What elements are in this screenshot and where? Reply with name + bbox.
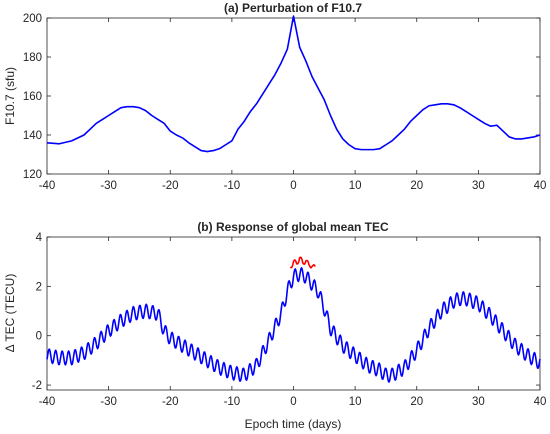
series-line (46, 15, 541, 153)
panel-b: (b) Response of global mean TEC -40 -30 -2… (3, 220, 546, 431)
x-tick-label: 10 (349, 396, 362, 408)
series-line (289, 256, 316, 269)
x-tick-label: 0 (290, 396, 296, 408)
y-tick-label: 120 (23, 169, 42, 181)
series-line (46, 267, 541, 383)
x-tick-label: 0 (290, 180, 296, 192)
x-tick-label: -30 (100, 180, 117, 192)
x-tick-label: 30 (472, 180, 485, 192)
series-group-b (46, 256, 541, 383)
x-tick-label: -10 (224, 180, 241, 192)
x-tick-label: -10 (224, 396, 241, 408)
axes-frame-a (46, 17, 541, 175)
x-tick-label: 10 (349, 180, 362, 192)
x-tick-labels-a: -40 -30 -20 -10 0 10 20 30 40 (39, 18, 547, 192)
x-tick-label: -20 (162, 396, 179, 408)
series-group-a (46, 15, 541, 153)
chart-title-a: (a) Perturbation of F10.7 (224, 1, 362, 15)
y-tick-label: 2 (36, 281, 42, 293)
y-tick-label: 160 (23, 91, 42, 103)
x-tick-label: 40 (534, 396, 547, 408)
y-tick-labels-b: -2 0 2 4 (32, 232, 540, 392)
y-axis-label-b: Δ TEC (TECU) (3, 274, 17, 353)
panel-a: (a) Perturbation of F10.7 -40 -30 -20 -10 0 1… (3, 1, 546, 192)
x-tick-labels-b: -40 -30 -20 -10 0 10 20 30 40 (39, 237, 547, 408)
x-tick-label: 40 (534, 180, 547, 192)
x-tick-label: -20 (162, 180, 179, 192)
x-axis-label-b: Epoch time (days) (245, 417, 342, 431)
x-tick-label: 20 (410, 180, 423, 192)
y-tick-label: 180 (23, 52, 42, 64)
axes-frame-b (46, 236, 541, 391)
x-tick-label: -30 (100, 396, 117, 408)
x-tick-label: -40 (39, 180, 56, 192)
y-tick-labels-a: 120 140 160 180 200 (23, 13, 540, 181)
y-tick-label: 200 (23, 13, 42, 25)
y-tick-label: 0 (36, 331, 42, 343)
x-tick-label: 20 (410, 396, 423, 408)
y-axis-label-a: F10.7 (sfu) (3, 67, 17, 125)
x-tick-label: -40 (39, 396, 56, 408)
x-tick-label: 30 (472, 396, 485, 408)
y-tick-label: 4 (36, 232, 43, 244)
y-tick-label: 140 (23, 130, 42, 142)
chart-title-b: (b) Response of global mean TEC (197, 220, 389, 234)
y-tick-label: -2 (32, 380, 42, 392)
